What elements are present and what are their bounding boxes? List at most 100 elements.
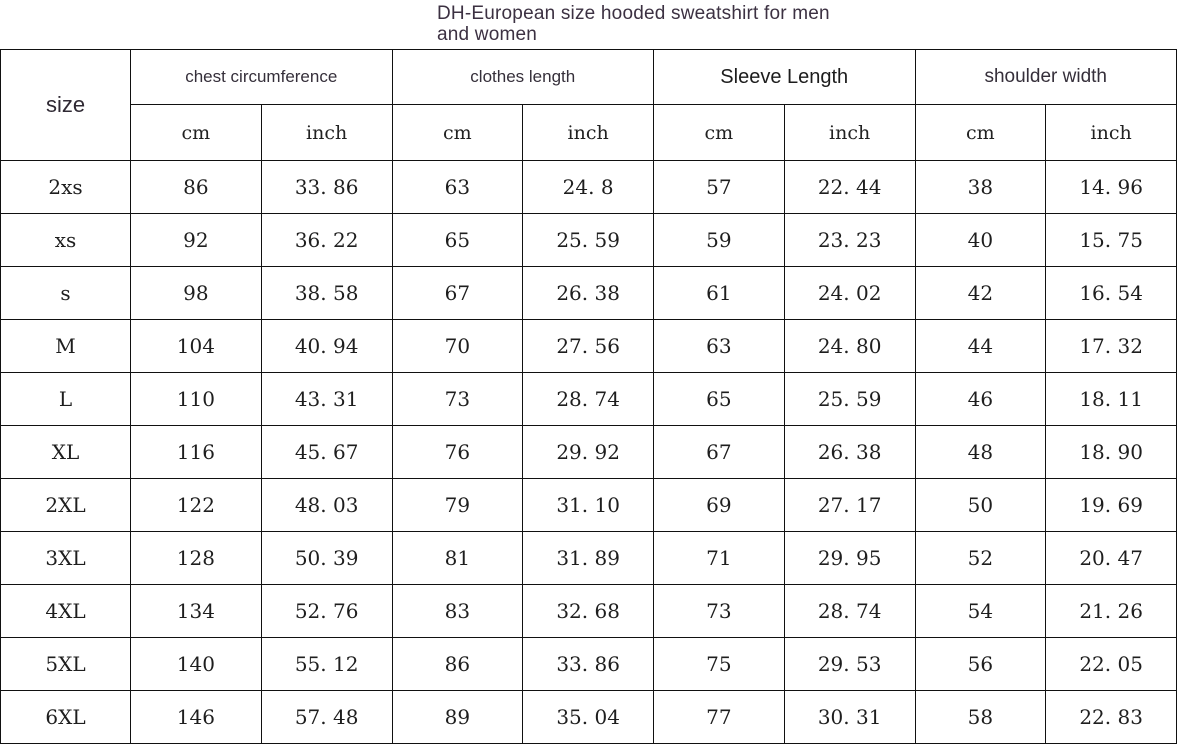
value-cell: 25. 59 [783, 372, 916, 426]
value-cell: 16. 54 [1045, 266, 1177, 320]
value-cell: 128 [130, 531, 262, 585]
value-cell: 31. 89 [522, 531, 654, 585]
size-cell: 2xs [0, 160, 131, 214]
value-cell: 28. 74 [783, 584, 916, 638]
value-cell: 59 [653, 213, 785, 267]
value-cell: 92 [130, 213, 262, 267]
value-cell: 15. 75 [1045, 213, 1177, 267]
value-cell: 43. 31 [260, 372, 393, 426]
value-cell: 26. 38 [783, 425, 916, 479]
value-cell: 22. 05 [1045, 637, 1177, 691]
value-cell: 45. 67 [260, 425, 393, 479]
value-cell: 38. 58 [260, 266, 393, 320]
value-cell: 32. 68 [522, 584, 654, 638]
page-title-line2: and women [437, 24, 538, 45]
table-row: 3XL 128 50. 39 81 31. 89 71 29. 95 52 20. 47 [0, 531, 1177, 585]
value-cell: 35. 04 [522, 690, 654, 744]
value-cell: 86 [130, 160, 262, 214]
value-cell: 77 [653, 690, 785, 744]
value-cell: 98 [130, 266, 262, 320]
value-cell: 18. 90 [1045, 425, 1177, 479]
table-row: xs 92 36. 22 65 25. 59 59 23. 23 40 15. 75 [0, 213, 1177, 267]
table-row: 2XL 122 48. 03 79 31. 10 69 27. 17 50 19. 69 [0, 478, 1177, 532]
size-cell: 2XL [0, 478, 131, 532]
value-cell: 38 [914, 160, 1047, 214]
size-cell: s [0, 266, 131, 320]
header-shoulder-width: shoulder width [914, 49, 1177, 105]
unit-sleeve-cm: cm [653, 104, 785, 161]
table-row: L 110 43. 31 73 28. 74 65 25. 59 46 18. 11 [0, 372, 1177, 426]
value-cell: 48 [914, 425, 1047, 479]
header-size: size [0, 49, 131, 161]
value-cell: 122 [130, 478, 262, 532]
table-row: 6XL 146 57. 48 89 35. 04 77 30. 31 58 22. 83 [0, 690, 1177, 744]
size-cell: 4XL [0, 584, 131, 638]
value-cell: 86 [391, 637, 524, 691]
value-cell: 27. 17 [783, 478, 916, 532]
size-cell: xs [0, 213, 131, 267]
value-cell: 24. 8 [522, 160, 654, 214]
value-cell: 24. 02 [783, 266, 916, 320]
value-cell: 57 [653, 160, 785, 214]
value-cell: 29. 53 [783, 637, 916, 691]
value-cell: 50 [914, 478, 1047, 532]
value-cell: 67 [653, 425, 785, 479]
value-cell: 48. 03 [260, 478, 393, 532]
value-cell: 46 [914, 372, 1047, 426]
size-chart-table: size chest circumference clothes length … [0, 49, 1177, 744]
unit-header-row: cm inch cm inch cm inch cm inch [1, 104, 1177, 161]
value-cell: 83 [391, 584, 524, 638]
value-cell: 30. 31 [783, 690, 916, 744]
value-cell: 56 [914, 637, 1047, 691]
value-cell: 75 [653, 637, 785, 691]
value-cell: 42 [914, 266, 1047, 320]
value-cell: 69 [653, 478, 785, 532]
value-cell: 20. 47 [1045, 531, 1177, 585]
value-cell: 27. 56 [522, 319, 654, 373]
value-cell: 55. 12 [260, 637, 393, 691]
size-cell: 6XL [0, 690, 131, 744]
header-sleeve-length: Sleeve Length [653, 49, 916, 105]
value-cell: 50. 39 [260, 531, 393, 585]
group-header-row: size chest circumference clothes length … [0, 49, 1177, 161]
value-cell: 146 [130, 690, 262, 744]
value-cell: 71 [653, 531, 785, 585]
value-cell: 89 [391, 690, 524, 744]
value-cell: 63 [391, 160, 524, 214]
value-cell: 33. 86 [522, 637, 654, 691]
table-row: XL 116 45. 67 76 29. 92 67 26. 38 48 18. 90 [0, 425, 1177, 479]
value-cell: 65 [653, 372, 785, 426]
value-cell: 22. 44 [783, 160, 916, 214]
value-cell: 28. 74 [522, 372, 654, 426]
value-cell: 19. 69 [1045, 478, 1177, 532]
unit-clothes-cm: cm [391, 104, 524, 161]
value-cell: 73 [653, 584, 785, 638]
unit-shoulder-cm: cm [914, 104, 1047, 161]
value-cell: 76 [391, 425, 524, 479]
size-cell: XL [0, 425, 131, 479]
table-row: M 104 40. 94 70 27. 56 63 24. 80 44 17. 32 [0, 319, 1177, 373]
value-cell: 52 [914, 531, 1047, 585]
value-cell: 58 [914, 690, 1047, 744]
size-cell: L [0, 372, 131, 426]
size-cell: 3XL [0, 531, 131, 585]
page-title: DH-European size hooded sweatshirt for m… [437, 3, 1177, 45]
value-cell: 33. 86 [260, 160, 393, 214]
value-cell: 21. 26 [1045, 584, 1177, 638]
value-cell: 65 [391, 213, 524, 267]
value-cell: 79 [391, 478, 524, 532]
unit-shoulder-inch: inch [1045, 104, 1177, 161]
value-cell: 81 [391, 531, 524, 585]
value-cell: 67 [391, 266, 524, 320]
value-cell: 29. 92 [522, 425, 654, 479]
header-chest-circumference: chest circumference [130, 49, 393, 105]
value-cell: 52. 76 [260, 584, 393, 638]
value-cell: 25. 59 [522, 213, 654, 267]
value-cell: 17. 32 [1045, 319, 1177, 373]
unit-chest-cm: cm [130, 104, 262, 161]
size-cell: 5XL [0, 637, 131, 691]
value-cell: 44 [914, 319, 1047, 373]
value-cell: 110 [130, 372, 262, 426]
value-cell: 63 [653, 319, 785, 373]
page-title-line1: DH-European size hooded sweatshirt for m… [437, 3, 830, 24]
